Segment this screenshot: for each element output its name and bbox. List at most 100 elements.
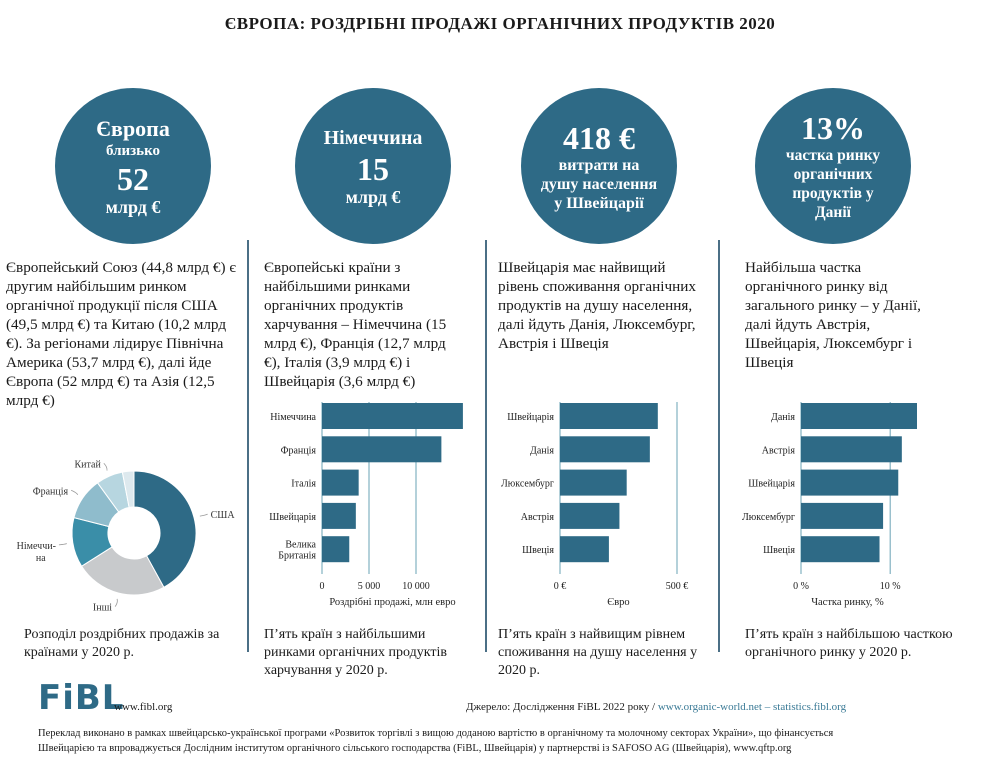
bar: [801, 469, 899, 496]
germany-description: Європейські країни з найбільшими ринками…: [264, 259, 447, 390]
category-label: Данія: [530, 445, 554, 456]
bar: [322, 469, 359, 496]
translation-note: Переклад виконано в рамках швейцарсько-у…: [38, 726, 978, 756]
europe-circle-line2: близько: [105, 142, 161, 159]
donut-label: Німеччи-: [17, 541, 56, 552]
denmark-circle-line4: продуктів у: [792, 185, 874, 202]
bar: [801, 436, 902, 463]
donut-label: США: [211, 510, 236, 521]
germany-circle-line1: Німеччина: [323, 127, 423, 149]
europe-circle-line1: Європа: [96, 115, 170, 141]
europe-description: Європейський Союз (44,8 млрд €) є другим…: [6, 259, 236, 409]
organic-world-link[interactable]: www.organic-world.net: [657, 701, 762, 713]
category-label: Британія: [278, 551, 316, 562]
switzerland-stat-circle: 418 € витрати на душу населення у Швейца…: [521, 88, 677, 244]
x-axis-title: Євро: [607, 597, 629, 608]
market-share-caption: П’ять країн з найбільшою часткою органіч…: [745, 627, 953, 660]
donut-slice: [133, 470, 197, 589]
germany-circle-unit: млрд €: [345, 187, 401, 207]
europe-circle-value: 52: [117, 160, 149, 197]
category-label: Люксембург: [742, 512, 795, 523]
donut-label: Інші: [93, 603, 112, 614]
bar: [560, 436, 650, 463]
category-label: Швеція: [522, 545, 554, 556]
denmark-circle-value: 13%: [801, 110, 865, 146]
donut-slice: [121, 470, 135, 509]
source-note: Джерело: Дослідження FiBL 2022 року / ww…: [466, 701, 846, 713]
category-label: Люксембург: [501, 479, 554, 490]
donut-label: Франція: [33, 486, 69, 497]
bar: [560, 403, 658, 429]
pie-caption: Розподіл роздрібних продажів за країнами…: [24, 627, 220, 660]
source-separator: –: [761, 701, 773, 713]
denmark-description: Найбільша частка органічного ринку від з…: [745, 259, 921, 371]
source-prefix: Джерело: Дослідження FiBL 2022 року /: [466, 701, 658, 713]
per-capita-caption: П’ять країн з найвищим рівнем споживання…: [498, 627, 698, 678]
donut-label: Китай: [75, 459, 102, 470]
denmark-stat-circle: 13% частка ринку органічних продуктів у …: [755, 88, 911, 244]
germany-stat-circle: Німеччина 15 млрд €: [295, 88, 451, 244]
europe-stat-circle: Європа близько 52 млрд €: [55, 88, 211, 244]
x-tick-label: 0 €: [554, 581, 567, 592]
largest-markets-bar-chart: 0 5 000 10 000 Німеччина Франція Італія Швейца…: [269, 402, 463, 608]
bar: [322, 502, 356, 529]
bar: [801, 403, 917, 429]
bar: [801, 536, 880, 563]
x-axis-title: Роздрібні продажі, млн евро: [329, 597, 455, 608]
bar: [801, 502, 884, 529]
germany-circle-value: 15: [357, 151, 389, 187]
x-tick-label: 0 %: [793, 581, 809, 592]
category-label: Франція: [281, 445, 317, 456]
denmark-circle-line5: Данії: [815, 204, 851, 221]
column-divider: [718, 240, 720, 652]
statistics-link[interactable]: statistics.fibl.org: [772, 701, 847, 713]
translation-note-line2: Швейцарією та впроваджується Дослідним і…: [38, 743, 792, 754]
donut-leader-line: [114, 598, 118, 607]
markets-caption: П’ять країн з найбільшими ринками органі…: [264, 627, 447, 678]
bar: [560, 536, 609, 563]
category-label: Швеція: [763, 545, 795, 556]
translation-note-line1: Переклад виконано в рамках швейцарсько-у…: [38, 728, 834, 739]
donut-leader-line: [103, 462, 108, 471]
switzerland-description: Швейцарія має найвищий рівень споживання…: [498, 259, 696, 352]
x-axis-title: Частка ринку, %: [811, 597, 884, 608]
bar: [560, 469, 627, 496]
column-divider: [485, 240, 487, 652]
denmark-circle-line2: частка ринку: [785, 147, 881, 164]
category-label: Італія: [291, 479, 316, 490]
x-tick-label: 10 000: [402, 581, 430, 592]
category-label: Німеччина: [270, 412, 316, 423]
bar: [560, 502, 620, 529]
category-label: Швейцарія: [507, 412, 554, 423]
fibl-website-link[interactable]: www.fibl.org: [114, 701, 173, 713]
retail-share-donut-chart: США Інші Німеччи-на Франція Китай: [17, 459, 236, 614]
x-tick-label: 0: [320, 581, 325, 592]
category-label: Велика: [285, 540, 316, 551]
category-label: Швейцарія: [748, 479, 795, 490]
bar: [322, 536, 350, 563]
bar: [322, 436, 442, 463]
donut-leader-line: [58, 543, 67, 546]
donut-leader-line: [199, 513, 208, 517]
page-title: ЄВРОПА: РОЗДРІБНІ ПРОДАЖІ ОРГАНІЧНИХ ПРО…: [224, 14, 776, 33]
switzerland-circle-line3: душу населення: [540, 175, 658, 193]
x-tick-label: 500 €: [666, 581, 689, 592]
fibl-logo: FiBL: [38, 678, 125, 718]
switzerland-circle-line4: у Швейцарії: [554, 194, 644, 212]
per-capita-bar-chart: 0 € 500 € Швейцарія Данія Люксембург Австрія Ш…: [501, 402, 689, 608]
denmark-circle-line3: органічних: [793, 166, 873, 183]
switzerland-circle-value: 418 €: [563, 119, 635, 156]
column-divider: [247, 240, 249, 652]
x-tick-label: 5 000: [358, 581, 381, 592]
category-label: Швейцарія: [269, 512, 316, 523]
switzerland-circle-line2: витрати на: [558, 156, 640, 174]
category-label: Австрія: [762, 445, 796, 456]
donut-slice: [80, 546, 165, 596]
bar: [322, 403, 463, 429]
x-tick-label: 10 %: [880, 581, 901, 592]
donut-leader-line: [70, 489, 79, 496]
donut-label: на: [36, 553, 46, 564]
market-share-bar-chart: 0 % 10 % Данія Австрія Швейцарія Люксембург Шв…: [742, 402, 917, 608]
category-label: Австрія: [521, 512, 555, 523]
europe-circle-unit: млрд €: [105, 196, 161, 217]
